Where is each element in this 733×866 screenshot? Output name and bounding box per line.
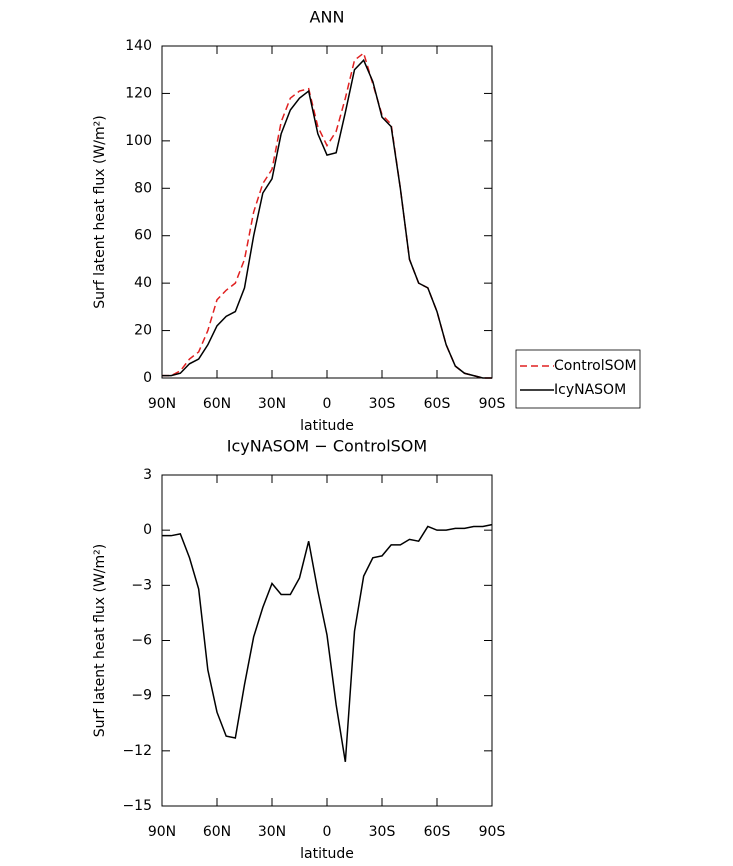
x-tick-label: 30S — [369, 396, 396, 412]
y-tick-label: 140 — [125, 38, 152, 54]
y-tick-label: 40 — [134, 275, 152, 291]
x-tick-label: 60S — [424, 824, 451, 840]
x-tick-label: 90N — [148, 396, 176, 412]
y-tick-label: 120 — [125, 85, 152, 101]
data-line — [162, 523, 493, 762]
x-tick-label: 30S — [369, 824, 396, 840]
y-tick-label: −3 — [131, 577, 152, 593]
x-axis-label: latitude — [300, 418, 354, 434]
y-tick-label: 20 — [134, 323, 152, 339]
x-tick-label: 60N — [203, 396, 231, 412]
legend-box — [515, 349, 641, 409]
y-tick-label: −12 — [122, 743, 152, 759]
data-line — [162, 58, 492, 379]
x-tick-label: 60N — [203, 824, 231, 840]
y-axis-label: Surf latent heat flux (W/m²) — [92, 115, 108, 308]
plot-frame — [161, 45, 493, 379]
y-tick-label: −15 — [122, 798, 152, 814]
legend-label: IcyNASOM — [554, 382, 626, 398]
y-tick-label: 0 — [143, 370, 152, 386]
x-tick-label: 90N — [148, 824, 176, 840]
y-tick-label: 60 — [134, 228, 152, 244]
x-tick-label: 90S — [479, 396, 506, 412]
y-tick-label: 3 — [143, 467, 152, 483]
y-tick-label: 0 — [143, 522, 152, 538]
y-tick-label: 80 — [134, 180, 152, 196]
y-axis-label: Surf latent heat flux (W/m²) — [92, 544, 108, 737]
x-tick-label: 60S — [424, 396, 451, 412]
x-tick-label: 0 — [323, 396, 332, 412]
x-axis-label: latitude — [300, 846, 354, 862]
y-tick-label: 100 — [125, 133, 152, 149]
x-tick-label: 30N — [258, 824, 286, 840]
chart-title: IcyNASOM − ControlSOM — [227, 437, 427, 456]
x-tick-label: 30N — [258, 396, 286, 412]
x-tick-label: 90S — [479, 824, 506, 840]
x-tick-label: 0 — [323, 824, 332, 840]
data-line — [162, 51, 492, 379]
y-tick-label: −9 — [131, 688, 152, 704]
chart-title: ANN — [310, 8, 345, 27]
legend-label: ControlSOM — [554, 358, 637, 374]
y-tick-label: −6 — [131, 633, 152, 649]
